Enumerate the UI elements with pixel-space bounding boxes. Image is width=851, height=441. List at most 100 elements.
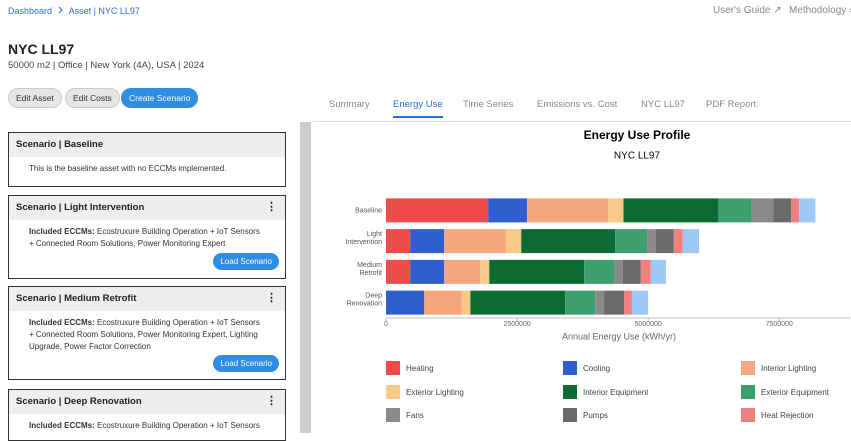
tab[interactable]: Time Series <box>463 99 514 110</box>
y-tick-label: Medium Retrofit <box>357 262 382 277</box>
card-text: This is the baseline asset with no ECCMs… <box>29 164 227 173</box>
legend-label: Exterior Lighting <box>406 388 464 397</box>
edit-asset-button[interactable]: Edit Asset <box>8 88 62 108</box>
bar-segment <box>682 229 700 254</box>
bar-segment <box>444 259 481 284</box>
legend-swatch <box>386 385 400 399</box>
load-scenario-button[interactable]: Load Scenario <box>213 253 279 270</box>
bar-segment <box>622 259 641 284</box>
card-title: Scenario | Baseline <box>9 133 285 157</box>
load-scenario-button[interactable]: Load Scenario <box>213 355 279 372</box>
bar-segment <box>480 259 490 284</box>
tab-active[interactable]: Energy Use <box>393 99 443 118</box>
bar-segment <box>673 229 683 254</box>
scrollbar[interactable] <box>300 122 311 433</box>
legend-label: Pumps <box>583 411 608 420</box>
bar-segment <box>565 290 596 315</box>
bar-segment <box>461 290 471 315</box>
bar-segment <box>799 198 816 223</box>
card-label: Included ECCMs: <box>29 227 95 236</box>
bar-segment <box>410 229 445 254</box>
y-tick-label: Baseline <box>355 207 382 214</box>
chart-subtitle: NYC LL97 <box>614 151 661 162</box>
card-text: Ecostruxure Building Operation + IoT Sen… <box>29 227 260 248</box>
legend-label: Cooling <box>583 364 610 373</box>
menu[interactable]: ⋮ <box>266 395 277 407</box>
menu[interactable]: ⋮ <box>266 201 277 213</box>
bar-segment <box>410 259 445 284</box>
bar-segment <box>595 290 605 315</box>
legend-swatch <box>563 361 577 375</box>
tab-divider <box>313 121 851 122</box>
scenario-card[interactable]: Scenario | Deep Renovation ⋮ Included ECC… <box>8 389 286 441</box>
bar-segment <box>608 198 624 223</box>
tab[interactable]: NYC LL97 <box>641 99 685 110</box>
bar-segment <box>614 259 623 284</box>
legend-label: Heat Rejection <box>761 411 813 420</box>
bar-segment <box>386 259 411 284</box>
tab[interactable]: Emissions vs. Cost <box>537 99 618 110</box>
card-text: Ecostruxure Building Operation + IoT Sen… <box>29 318 260 351</box>
legend-swatch <box>741 385 755 399</box>
bar-segment <box>521 229 616 254</box>
bar-segment <box>470 290 566 315</box>
create-scenario-button[interactable]: Create Scenario <box>121 88 199 108</box>
asset-title: NYC LL97 <box>8 41 75 57</box>
bar-segment <box>773 198 792 223</box>
card-title: Scenario | Light Intervention <box>16 202 145 213</box>
x-tick-label: 0 <box>384 321 388 328</box>
legend-label: Interior Equipment <box>583 388 649 397</box>
bar-segment <box>424 290 462 315</box>
methodology-link[interactable]: Methodology › <box>789 5 851 16</box>
legend-swatch <box>563 385 577 399</box>
bar-segment <box>751 198 774 223</box>
chart: Energy Use Profile NYC LL97 Annual Energ… <box>345 128 850 422</box>
chart-title: Energy Use Profile <box>584 128 691 142</box>
card-title: Scenario | Deep Renovation <box>16 396 142 407</box>
y-tick-label: Light Intervention <box>345 231 382 246</box>
legend-swatch <box>563 408 577 422</box>
card-title: Scenario | Medium Retrofit <box>16 293 137 304</box>
bar-segment <box>386 198 489 223</box>
tab[interactable]: Summary <box>329 99 370 110</box>
edit-costs-button[interactable]: Edit Costs <box>65 88 120 108</box>
bar-segment <box>624 290 632 315</box>
scenario-card[interactable]: Scenario | Baseline This is the baseline… <box>8 132 286 187</box>
bar-segment <box>615 229 648 254</box>
legend-label: Fans <box>406 411 424 420</box>
crumb-link[interactable]: Asset | NYC LL97 <box>68 6 140 16</box>
bar-segment <box>489 259 585 284</box>
legend-swatch <box>386 361 400 375</box>
x-tick-label: 5000000 <box>635 321 662 328</box>
bar-segment <box>527 198 609 223</box>
x-axis-title: Annual Energy Use (kWh/yr) <box>562 331 676 341</box>
guide-link[interactable]: User's Guide ↗ <box>713 5 782 16</box>
bar-segment <box>718 198 752 223</box>
menu[interactable]: ⋮ <box>266 292 277 304</box>
bar-segment <box>650 259 666 284</box>
card-label: Included ECCMs: <box>29 318 95 327</box>
legend-swatch <box>741 361 755 375</box>
bar-segment <box>604 290 625 315</box>
card-label: Included ECCMs: <box>29 421 95 430</box>
bar-segment <box>444 229 507 254</box>
bar-segment <box>647 229 657 254</box>
legend-swatch <box>386 408 400 422</box>
bar-segment <box>656 229 674 254</box>
bar-segment <box>584 259 615 284</box>
scenario-card[interactable]: Scenario | Medium Retrofit ⋮ Included ECC… <box>8 286 286 380</box>
legend-label: Heating <box>406 364 434 373</box>
bar-segment <box>506 229 522 254</box>
crumb-link[interactable]: Dashboard <box>8 6 53 16</box>
y-tick-label: Deep Renovation <box>347 293 383 308</box>
bar-segment <box>386 229 411 254</box>
bar-segment <box>488 198 528 223</box>
bar-segment <box>640 259 651 284</box>
chevron <box>58 6 63 14</box>
asset-subtitle: 50000 m2 | Office | New York (4A), USA |… <box>8 60 205 71</box>
legend-label: Interior Lighting <box>761 364 816 373</box>
tab[interactable]: PDF Report <box>706 99 757 110</box>
scenario-card[interactable]: Scenario | Light Intervention ⋮ Included … <box>8 195 286 279</box>
bar-segment <box>386 290 425 315</box>
